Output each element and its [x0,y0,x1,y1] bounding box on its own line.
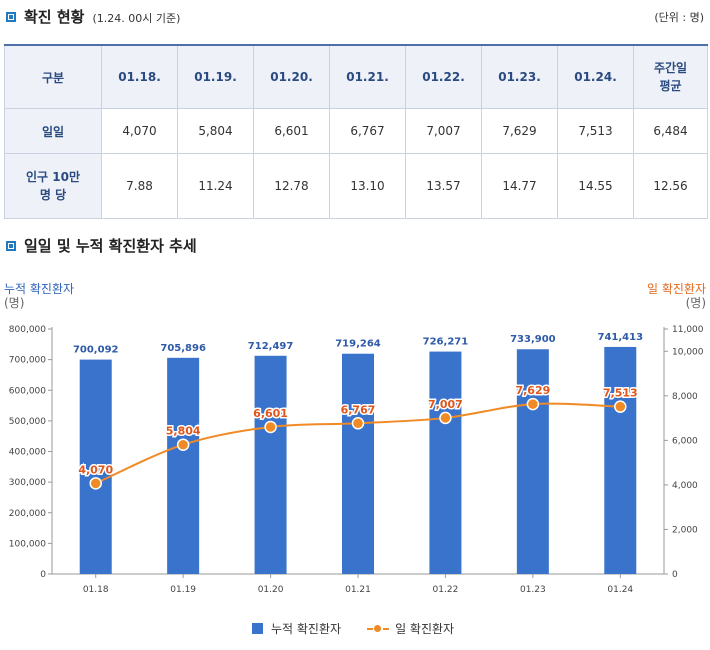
left-axis-unit: (명) [4,296,25,310]
header-cell: 01.18. [101,44,178,109]
legend-bar-swatch [252,623,263,634]
line-data-label: 7,007 [428,398,463,411]
x-tick-label: 01.23 [520,585,546,595]
header-cell-weekly-avg: 주간일 평균 [633,44,708,109]
line-data-label: 7,513 [603,387,638,400]
line-data-label: 5,804 [166,425,201,438]
status-section-title: 확진 현황 [24,8,85,26]
status-section-header: 확진 현황 (1.24. 00시 기준) [6,6,180,27]
bar-data-label: 700,092 [73,345,119,356]
right-tick-label: 11,000 [672,325,704,335]
left-tick-label: 400,000 [9,448,46,458]
table-cell: 11.24 [177,153,254,219]
line-point [176,438,190,451]
chart-legend: 누적 확진환자 일 확진환자 [252,620,454,637]
x-tick-label: 01.22 [433,585,459,595]
table-cell: 7,629 [481,108,558,154]
table-cell: 5,804 [177,108,254,154]
line-data-label: 6,767 [341,403,376,416]
table-cell: 13.57 [405,153,482,219]
section-bullet-icon [6,240,16,251]
right-tick-label: 8,000 [672,392,698,402]
trend-section-header: 일일 및 누적 확진환자 추세 [6,235,197,256]
legend-item-daily: 일 확진환자 [395,622,455,636]
bar-cumulative [79,359,112,574]
legend-item-cumulative: 누적 확진환자 [271,622,342,636]
line-point [264,420,277,434]
bar-data-label: 733,900 [510,334,556,345]
left-tick-label: 700,000 [9,356,46,366]
left-tick-label: 200,000 [9,509,46,519]
line-point [614,400,627,413]
right-axis-unit: (명) [685,296,706,310]
bar-cumulative [342,353,374,574]
table-cell: 7.88 [101,153,178,219]
line-point [89,477,102,490]
right-axis-title: 일 확진환자 [646,282,706,296]
weekly-avg-label: 주간일 평균 [653,61,688,93]
left-axis-label: 누적 확진환자 (명) [4,282,74,310]
row-label: 일일 [4,108,102,154]
x-tick-label: 01.24 [607,585,633,595]
bar-cumulative [604,346,637,574]
bar-data-label: 719,264 [335,339,381,350]
right-tick-label: 2,000 [672,525,698,535]
left-tick-label: 0 [40,570,46,580]
bar-data-label: 705,896 [160,343,206,354]
right-tick-label: 6,000 [672,436,698,446]
table-header-row: 구분 01.18. 01.19. 01.20. 01.21. 01.22. 01… [4,44,708,109]
right-axis-label: 일 확진환자 (명) [647,282,706,310]
table-row: 일일 4,070 5,804 6,601 6,767 7,007 7,629 7… [4,108,708,154]
header-cell: 01.23. [481,44,558,109]
table-cell: 12.56 [633,153,708,219]
line-point [351,417,365,430]
table-cell: 7,513 [557,108,634,154]
line-data-label: 6,601 [253,407,288,420]
header-cell: 01.22. [405,44,482,109]
table-cell: 14.55 [557,153,634,219]
left-tick-label: 600,000 [9,386,46,396]
section-bullet-icon [6,11,16,22]
right-tick-label: 0 [672,570,678,580]
status-section-subtitle: (1.24. 00시 기준) [92,11,181,25]
left-tick-label: 100,000 [9,539,46,549]
table-cell: 14.77 [481,153,558,219]
right-tick-label: 10,000 [672,347,704,357]
bar-cumulative [167,357,200,574]
bar-data-label: 726,271 [423,337,469,348]
bar-cumulative [429,351,462,574]
table-cell: 6,767 [329,108,406,154]
bar-cumulative [516,349,549,574]
table-cell: 12.78 [253,153,330,219]
bar-cumulative [254,355,287,574]
left-tick-label: 800,000 [9,325,46,335]
x-tick-label: 01.21 [345,585,371,595]
x-tick-label: 01.18 [83,585,109,595]
header-cell: 01.24. [557,44,634,109]
table-row: 인구 10만 명 당 7.88 11.24 12.78 13.10 13.57 … [4,153,708,219]
left-axis-title: 누적 확진환자 [4,282,75,296]
unit-label: (단위 : 명) [654,11,704,24]
trend-section-title: 일일 및 누적 확진환자 추세 [24,237,197,255]
right-tick-label: 4,000 [672,481,698,491]
left-tick-label: 300,000 [9,478,46,488]
x-tick-label: 01.20 [258,585,284,595]
row-label-text: 인구 10만 명 당 [26,170,80,202]
row-label: 인구 10만 명 당 [4,153,102,219]
bar-data-label: 741,413 [598,332,644,343]
legend-line-swatch [367,623,390,634]
line-data-label: 4,070 [78,463,113,476]
line-data-label: 7,629 [515,384,550,397]
table-cell: 4,070 [101,108,178,154]
line-point [526,397,540,411]
line-point [439,411,452,425]
stats-table: 구분 01.18. 01.19. 01.20. 01.21. 01.22. 01… [4,44,708,219]
bar-data-label: 712,497 [248,341,294,352]
left-tick-label: 500,000 [9,417,46,427]
table-cell: 13.10 [329,153,406,219]
x-tick-label: 01.19 [170,585,196,595]
